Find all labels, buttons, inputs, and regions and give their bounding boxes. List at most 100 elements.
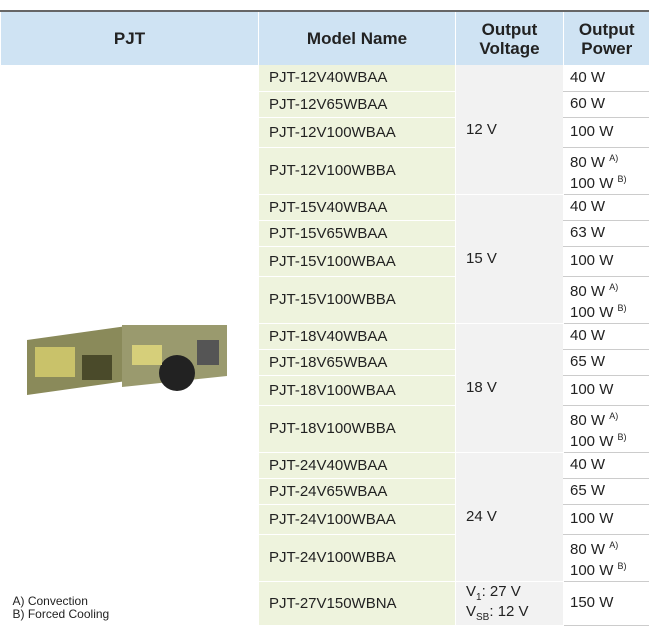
power-cell: 40 W [563,65,649,92]
power-cell: 100 W [563,246,649,277]
power-line: 40 W [570,68,649,86]
model-cell: PJT-18V100WBAA [258,375,456,406]
table-row: PJT-12V100WBBA 80 W A) 100 W B) [1,147,649,195]
power-note: B) [617,173,627,184]
power-cell: 80 W A) 100 W B) [563,276,649,324]
power-cell: 80 W A) 100 W B) [563,147,649,195]
power-line: 65 W [570,483,649,499]
power-cell: 80 W A) 100 W B) [563,405,649,453]
power-note: A) [609,281,619,292]
power-cell: 40 W [563,452,649,479]
power-line: 100 W [570,253,649,269]
power-note: B) [617,560,627,571]
table-row: A) Convection B) Forced Cooling PJT-12V40W… [1,65,649,621]
header-cell: PJT [0,10,259,65]
power-line: 100 W [570,511,649,527]
header-row: PJT Model Name Output Voltage Output Power [0,10,649,65]
power-text: 100 W [570,123,614,140]
model-cell: PJT-24V40WBAA [258,452,456,479]
model-cell: PJT-24V100WBAA [258,504,456,535]
voltage-line: VSB: 12 V [466,603,563,623]
power-text: 40 W [570,456,606,473]
power-line: 80 W A) [570,537,649,558]
notes: A) Convection B) Forced Cooling [13,595,110,621]
model-cell: PJT-27V150WBNA [258,581,456,626]
voltage-line: 12 V [466,121,563,138]
product-cell: A) Convection B) Forced Cooling [1,65,259,625]
power-line: 63 W [570,225,649,241]
voltage-text: : 27 V [481,583,521,600]
product-image [26,325,227,395]
power-text: 60 W [570,95,606,112]
voltage-cell: V1: 27 V VSB: 12 V [455,581,564,626]
model-cell: PJT-18V65WBAA [258,349,456,376]
power-text: 63 W [570,224,606,241]
table-row: PJT-24V40WBAA 24 V 40 W [1,452,649,582]
power-text: 100 W [570,432,614,450]
voltage-sub: 1 [476,592,482,603]
table-row: PJT-18V100WBAA 100 W [1,375,649,406]
power-text: 65 W [570,353,606,370]
voltage-sub: SB [476,612,490,623]
power-line: 40 W [570,328,649,344]
model-cell: PJT-18V100WBBA [258,405,456,453]
power-text: 100 W [570,174,614,192]
power-line: 80 W A) [570,408,649,429]
power-text: 150 W [570,594,614,611]
voltage-cell: 12 V [455,65,564,195]
table-row: PJT-24V65WBAA 65 W [1,478,649,505]
power-line: 100 W [570,124,649,140]
voltage-text: V [466,583,477,600]
power-text: 100 W [570,252,614,269]
model-cell: PJT-15V40WBAA [258,194,456,221]
power-line: 100 W B) [570,429,649,450]
model-cell: PJT-15V100WBAA [258,246,456,277]
table-row: PJT-12V100WBAA 100 W [1,117,649,148]
power-cell: 60 W [563,91,649,118]
power-cell: 150 W [563,581,649,626]
model-cell: PJT-24V100WBBA [258,534,456,582]
power-text: 65 W [570,482,606,499]
spec-table-wrap: PJT Model Name Output Voltage Output Power … [0,10,649,626]
model-cell: PJT-15V65WBAA [258,220,456,247]
power-cell: 100 W [563,375,649,406]
power-cell: 80 W A) 100 W B) [563,534,649,582]
power-cell: 100 W [563,504,649,535]
power-line: 150 W [570,595,649,611]
voltage-line: V1: 27 V [466,583,563,603]
power-text: 100 W [570,561,614,579]
table-row: PJT-15V40WBAA 15 V 40 W [1,194,649,324]
power-note: A) [609,410,619,421]
voltage-cell: 15 V [455,194,564,324]
model-cell: PJT-18V40WBAA [258,323,456,350]
model-cell: PJT-12V40WBAA [258,65,456,92]
voltage-text: : 12 V [489,603,529,620]
power-text: 80 W [570,282,606,300]
model-cell: PJT-12V65WBAA [258,91,456,118]
power-note: B) [617,302,627,313]
table-body: A) Convection B) Forced Cooling PJT-12V40W… [1,65,649,626]
table-row: PJT-15V65WBAA 63 W [1,220,649,247]
power-line: 80 W A) [570,150,649,171]
power-text: 80 W [570,411,606,429]
header-cell: Output Power [563,10,649,65]
power-line: 100 W B) [570,171,649,192]
table-row: PJT-18V40WBAA 18 V 40 W [1,323,649,453]
power-line: 100 W B) [570,558,649,579]
power-line: 40 W [570,457,649,473]
table-row: PJT-27V150WBNA V1: 27 V VSB: 12 V 150 W [1,581,649,626]
voltage-cell: 24 V [455,452,564,582]
table-row: PJT-12V65WBAA 60 W [1,91,649,118]
voltage-text: 12 V [466,120,497,138]
table-row: PJT-24V100WBBA 80 W A) 100 W B) [1,534,649,582]
power-text: 100 W [570,381,614,398]
power-text: 80 W [570,153,606,171]
power-cell: 40 W [563,323,649,350]
table-row: PJT-18V100WBBA 80 W A) 100 W B) [1,405,649,453]
power-text: 80 W [570,540,606,558]
voltage-text: 24 V [466,508,497,525]
voltage-cell: 18 V [455,323,564,453]
power-cell: 40 W [563,194,649,221]
power-text: 40 W [570,68,606,86]
power-text: 100 W [570,303,614,321]
